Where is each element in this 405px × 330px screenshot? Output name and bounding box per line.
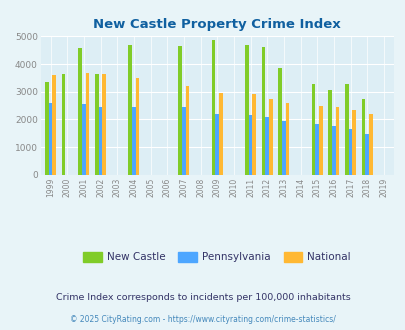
Bar bbox=[95, 74, 98, 175]
Bar bbox=[219, 93, 222, 175]
Bar bbox=[62, 74, 65, 175]
Bar bbox=[248, 115, 252, 175]
Bar bbox=[178, 46, 181, 175]
Bar bbox=[361, 99, 364, 175]
Bar bbox=[245, 45, 248, 175]
Bar bbox=[215, 114, 219, 175]
Bar bbox=[281, 120, 285, 175]
Bar bbox=[335, 107, 339, 175]
Bar bbox=[52, 75, 56, 175]
Bar bbox=[364, 134, 368, 175]
Bar bbox=[181, 107, 185, 175]
Bar bbox=[311, 84, 315, 175]
Bar bbox=[348, 129, 352, 175]
Bar bbox=[45, 82, 49, 175]
Bar bbox=[252, 94, 256, 175]
Legend: New Castle, Pennsylvania, National: New Castle, Pennsylvania, National bbox=[83, 252, 350, 262]
Bar bbox=[315, 124, 318, 175]
Bar bbox=[102, 74, 106, 175]
Bar bbox=[352, 110, 355, 175]
Bar bbox=[278, 68, 281, 175]
Bar bbox=[49, 103, 52, 175]
Title: New Castle Property Crime Index: New Castle Property Crime Index bbox=[93, 18, 340, 31]
Bar bbox=[261, 47, 265, 175]
Bar bbox=[265, 117, 269, 175]
Bar bbox=[331, 126, 335, 175]
Bar bbox=[85, 73, 89, 175]
Bar bbox=[344, 84, 348, 175]
Bar bbox=[285, 103, 289, 175]
Bar bbox=[211, 40, 215, 175]
Text: Crime Index corresponds to incidents per 100,000 inhabitants: Crime Index corresponds to incidents per… bbox=[55, 293, 350, 302]
Bar bbox=[368, 114, 372, 175]
Bar bbox=[185, 86, 189, 175]
Bar bbox=[135, 78, 139, 175]
Bar bbox=[318, 106, 322, 175]
Bar bbox=[78, 48, 82, 175]
Bar bbox=[132, 107, 135, 175]
Text: © 2025 CityRating.com - https://www.cityrating.com/crime-statistics/: © 2025 CityRating.com - https://www.city… bbox=[70, 315, 335, 324]
Bar bbox=[128, 46, 132, 175]
Bar bbox=[269, 99, 272, 175]
Bar bbox=[82, 104, 85, 175]
Bar bbox=[98, 107, 102, 175]
Bar bbox=[328, 90, 331, 175]
